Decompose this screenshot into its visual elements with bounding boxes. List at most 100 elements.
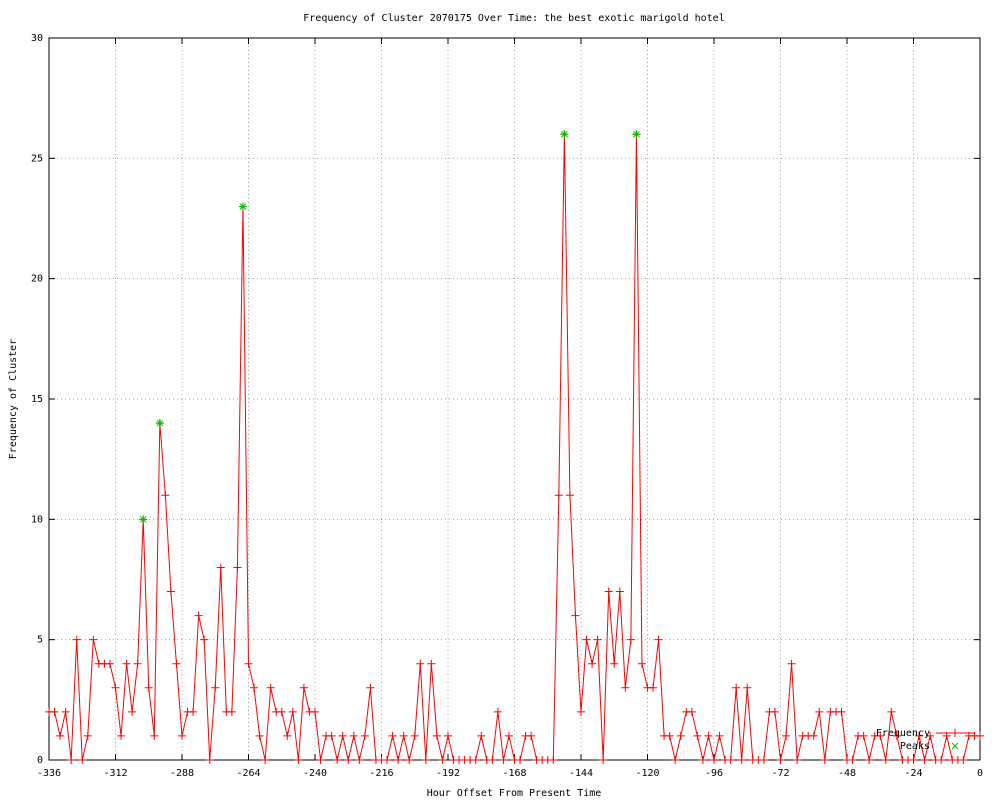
frequency-point [216, 563, 225, 572]
x-tick-label: -192 [436, 768, 460, 779]
frequency-point [244, 659, 253, 668]
frequency-point [266, 683, 275, 692]
frequency-point [311, 707, 319, 716]
frequency-point [787, 659, 796, 668]
frequency-point [820, 756, 829, 764]
y-tick-label: 30 [31, 33, 43, 44]
frequency-point [565, 491, 574, 500]
frequency-point [649, 683, 658, 692]
frequency-point [937, 756, 946, 764]
frequency-point [344, 756, 353, 764]
frequency-point [920, 756, 929, 764]
frequency-point [759, 756, 768, 764]
frequency-point [211, 683, 220, 692]
frequency-point [876, 731, 885, 740]
frequency-point [516, 756, 525, 764]
frequency-point [383, 756, 392, 764]
y-tick-label: 0 [37, 755, 43, 766]
frequency-point [105, 659, 114, 668]
frequency-point [477, 731, 486, 740]
frequency-point [194, 611, 203, 620]
frequency-point [693, 731, 702, 740]
x-tick-label: -168 [502, 768, 526, 779]
frequency-point [405, 756, 414, 764]
peak-marker [633, 130, 640, 138]
frequency-point [776, 756, 785, 764]
frequency-point [83, 731, 92, 740]
y-tick-label: 10 [31, 514, 43, 525]
frequency-point [892, 731, 901, 740]
frequency-point [615, 587, 624, 596]
frequency-point [499, 756, 508, 764]
frequency-point [150, 731, 159, 740]
frequency-point [549, 756, 558, 764]
frequency-point [726, 756, 735, 764]
frequency-point [687, 707, 696, 716]
frequency-point [432, 731, 441, 740]
frequency-point [471, 756, 480, 764]
frequency-point [909, 756, 918, 764]
frequency-point [122, 659, 131, 668]
frequency-point [671, 756, 680, 764]
frequency-point [621, 683, 630, 692]
frequency-point [588, 659, 597, 668]
frequency-point [200, 635, 209, 644]
frequency-point [665, 731, 674, 740]
frequency-point [78, 756, 87, 764]
frequency-point [626, 635, 635, 644]
frequency-point [732, 683, 741, 692]
frequency-point [582, 635, 591, 644]
peak-marker [239, 203, 247, 210]
frequency-point [338, 731, 347, 740]
frequency-point [166, 587, 175, 596]
frequency-point [704, 731, 713, 740]
frequency-point [172, 659, 181, 668]
x-tick-label: -264 [236, 768, 260, 779]
frequency-point [67, 756, 76, 764]
legend-label: Frequency [876, 728, 930, 739]
frequency-point [399, 731, 408, 740]
frequency-point [837, 707, 846, 716]
frequency-point [637, 659, 646, 668]
frequency-point [859, 731, 868, 740]
frequency-point [715, 731, 724, 740]
x-tick-label: -216 [369, 768, 393, 779]
chart-title: Frequency of Cluster 2070175 Over Time: … [303, 13, 724, 24]
frequency-point [61, 707, 70, 716]
frequency-point [527, 731, 536, 740]
frequency-point [809, 731, 818, 740]
frequency-point [283, 731, 292, 740]
frequency-point [50, 707, 59, 716]
frequency-point [488, 756, 497, 764]
frequency-point [504, 731, 513, 740]
frequency-point [117, 731, 126, 740]
frequency-point [316, 756, 325, 764]
frequency-point [676, 731, 685, 740]
frequency-point [926, 731, 935, 740]
frequency-point [178, 731, 186, 740]
frequency-point [782, 731, 791, 740]
frequency-point [554, 491, 563, 500]
frequency-point [444, 731, 452, 740]
frequency-point [654, 635, 663, 644]
peak-marker [139, 515, 147, 523]
frequency-point [250, 683, 259, 692]
frequency-point [743, 683, 752, 692]
x-tick-label: -144 [569, 768, 593, 779]
peak-marker [561, 130, 568, 138]
frequency-point [294, 756, 303, 764]
frequency-point [887, 707, 896, 716]
frequency-point [865, 756, 874, 764]
peak-point [632, 130, 641, 139]
x-tick-label: -48 [838, 768, 856, 779]
frequency-point [349, 731, 358, 740]
frequency-point [333, 756, 342, 764]
frequency-point [360, 731, 369, 740]
peak-point [238, 202, 247, 211]
frequency-point [737, 756, 746, 764]
x-axis-label: Hour Offset From Present Time [427, 788, 602, 799]
x-tick-label: -96 [705, 768, 723, 779]
frequency-point [205, 756, 214, 764]
